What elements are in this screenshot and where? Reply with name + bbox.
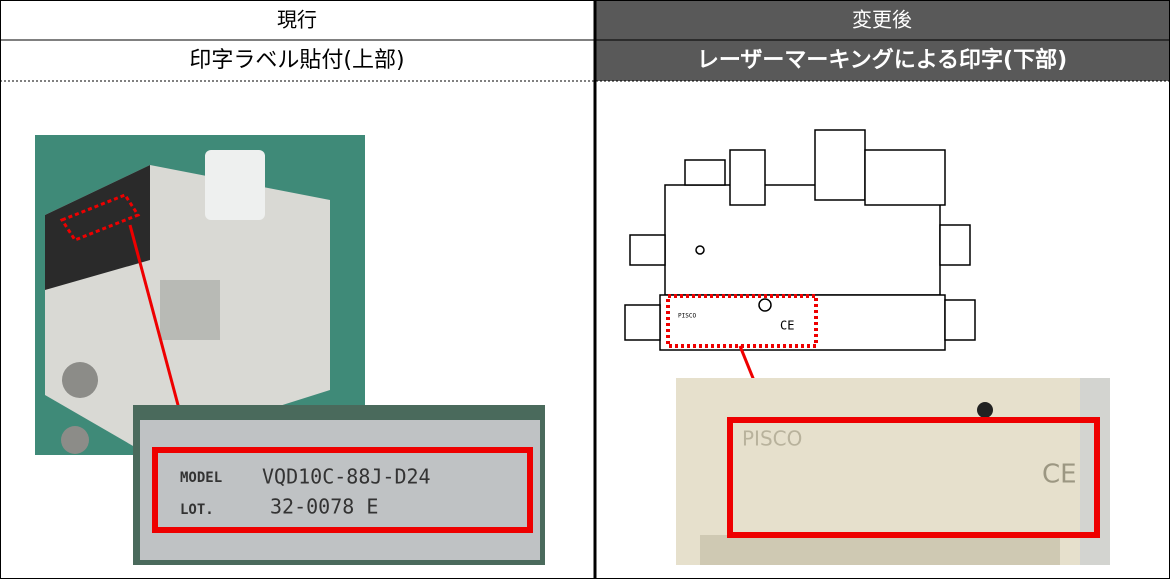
label-key: LOT. <box>180 502 214 518</box>
label-key: MODEL <box>180 470 222 486</box>
header-text: 現行 <box>277 8 317 32</box>
mark-text: CE <box>1042 460 1077 490</box>
label-value: VQD10C-88J-D24 <box>262 465 431 489</box>
product-photo <box>35 135 365 455</box>
label-value: 32-0078 E <box>270 495 378 519</box>
highlight-box <box>666 294 818 348</box>
subheader-cell <box>595 40 1170 81</box>
subheader-text: レーザーマーキングによる印字(下部) <box>697 47 1067 73</box>
header-cell <box>595 0 1170 40</box>
zoom-photo <box>133 405 545 565</box>
highlight-box <box>152 447 533 533</box>
header-text: 変更後 <box>852 8 912 32</box>
mark-text: CE <box>780 319 794 333</box>
drawing-marking: PISCO CE <box>678 313 794 333</box>
product-drawing <box>624 129 976 351</box>
highlight-box <box>727 417 1100 538</box>
subheader-text: 印字ラベル貼付(上部) <box>189 48 404 73</box>
brand-text: PISCO <box>678 313 696 320</box>
highlight-box <box>59 193 141 242</box>
label-text: MODEL VQD10C-88J-D24 LOT. 32-0078 E <box>180 465 431 519</box>
brand-text: PISCO <box>742 427 802 451</box>
